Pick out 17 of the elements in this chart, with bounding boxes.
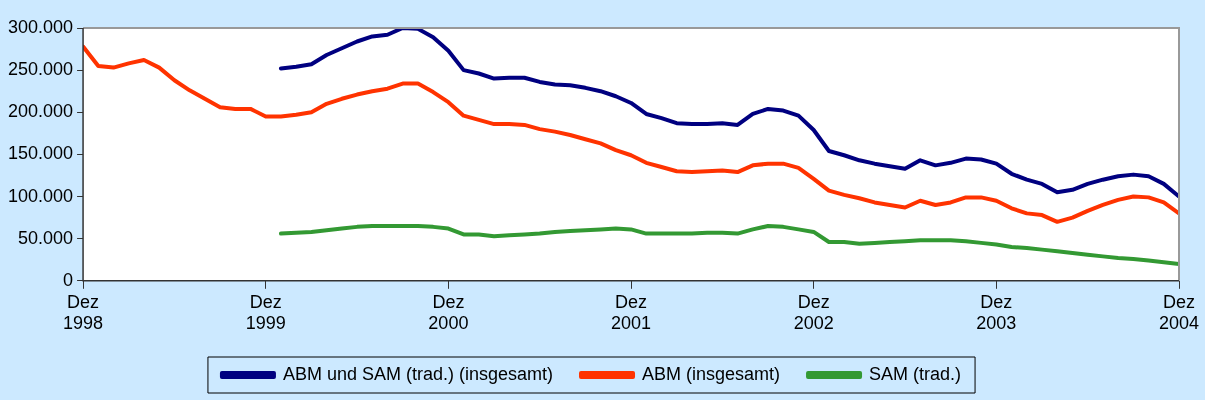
legend-label: ABM (insgesamt) xyxy=(642,363,781,384)
y-tick-label: 50.000 xyxy=(18,227,74,248)
legend-label: SAM (trad.) xyxy=(869,363,962,384)
x-tick-label: Dez 1998 xyxy=(63,291,104,334)
y-tick-label: 0 xyxy=(63,269,74,290)
y-tick-label: 200.000 xyxy=(7,101,74,122)
x-tick-label: Dez 1999 xyxy=(245,291,286,334)
y-tick-label: 100.000 xyxy=(7,185,74,206)
x-tick-label: Dez 2003 xyxy=(976,291,1017,334)
x-tick-label: Dez 2002 xyxy=(793,291,834,334)
y-tick-label: 300.000 xyxy=(7,16,74,37)
x-tick-label: Dez 2001 xyxy=(611,291,652,334)
y-tick-label: 250.000 xyxy=(7,59,74,80)
y-tick-label: 150.000 xyxy=(7,143,74,164)
x-tick-label: Dez 2004 xyxy=(1158,291,1200,334)
legend-label: ABM und SAM (trad.) (insgesamt) xyxy=(282,363,554,384)
x-tick-label: Dez 2000 xyxy=(428,291,469,334)
